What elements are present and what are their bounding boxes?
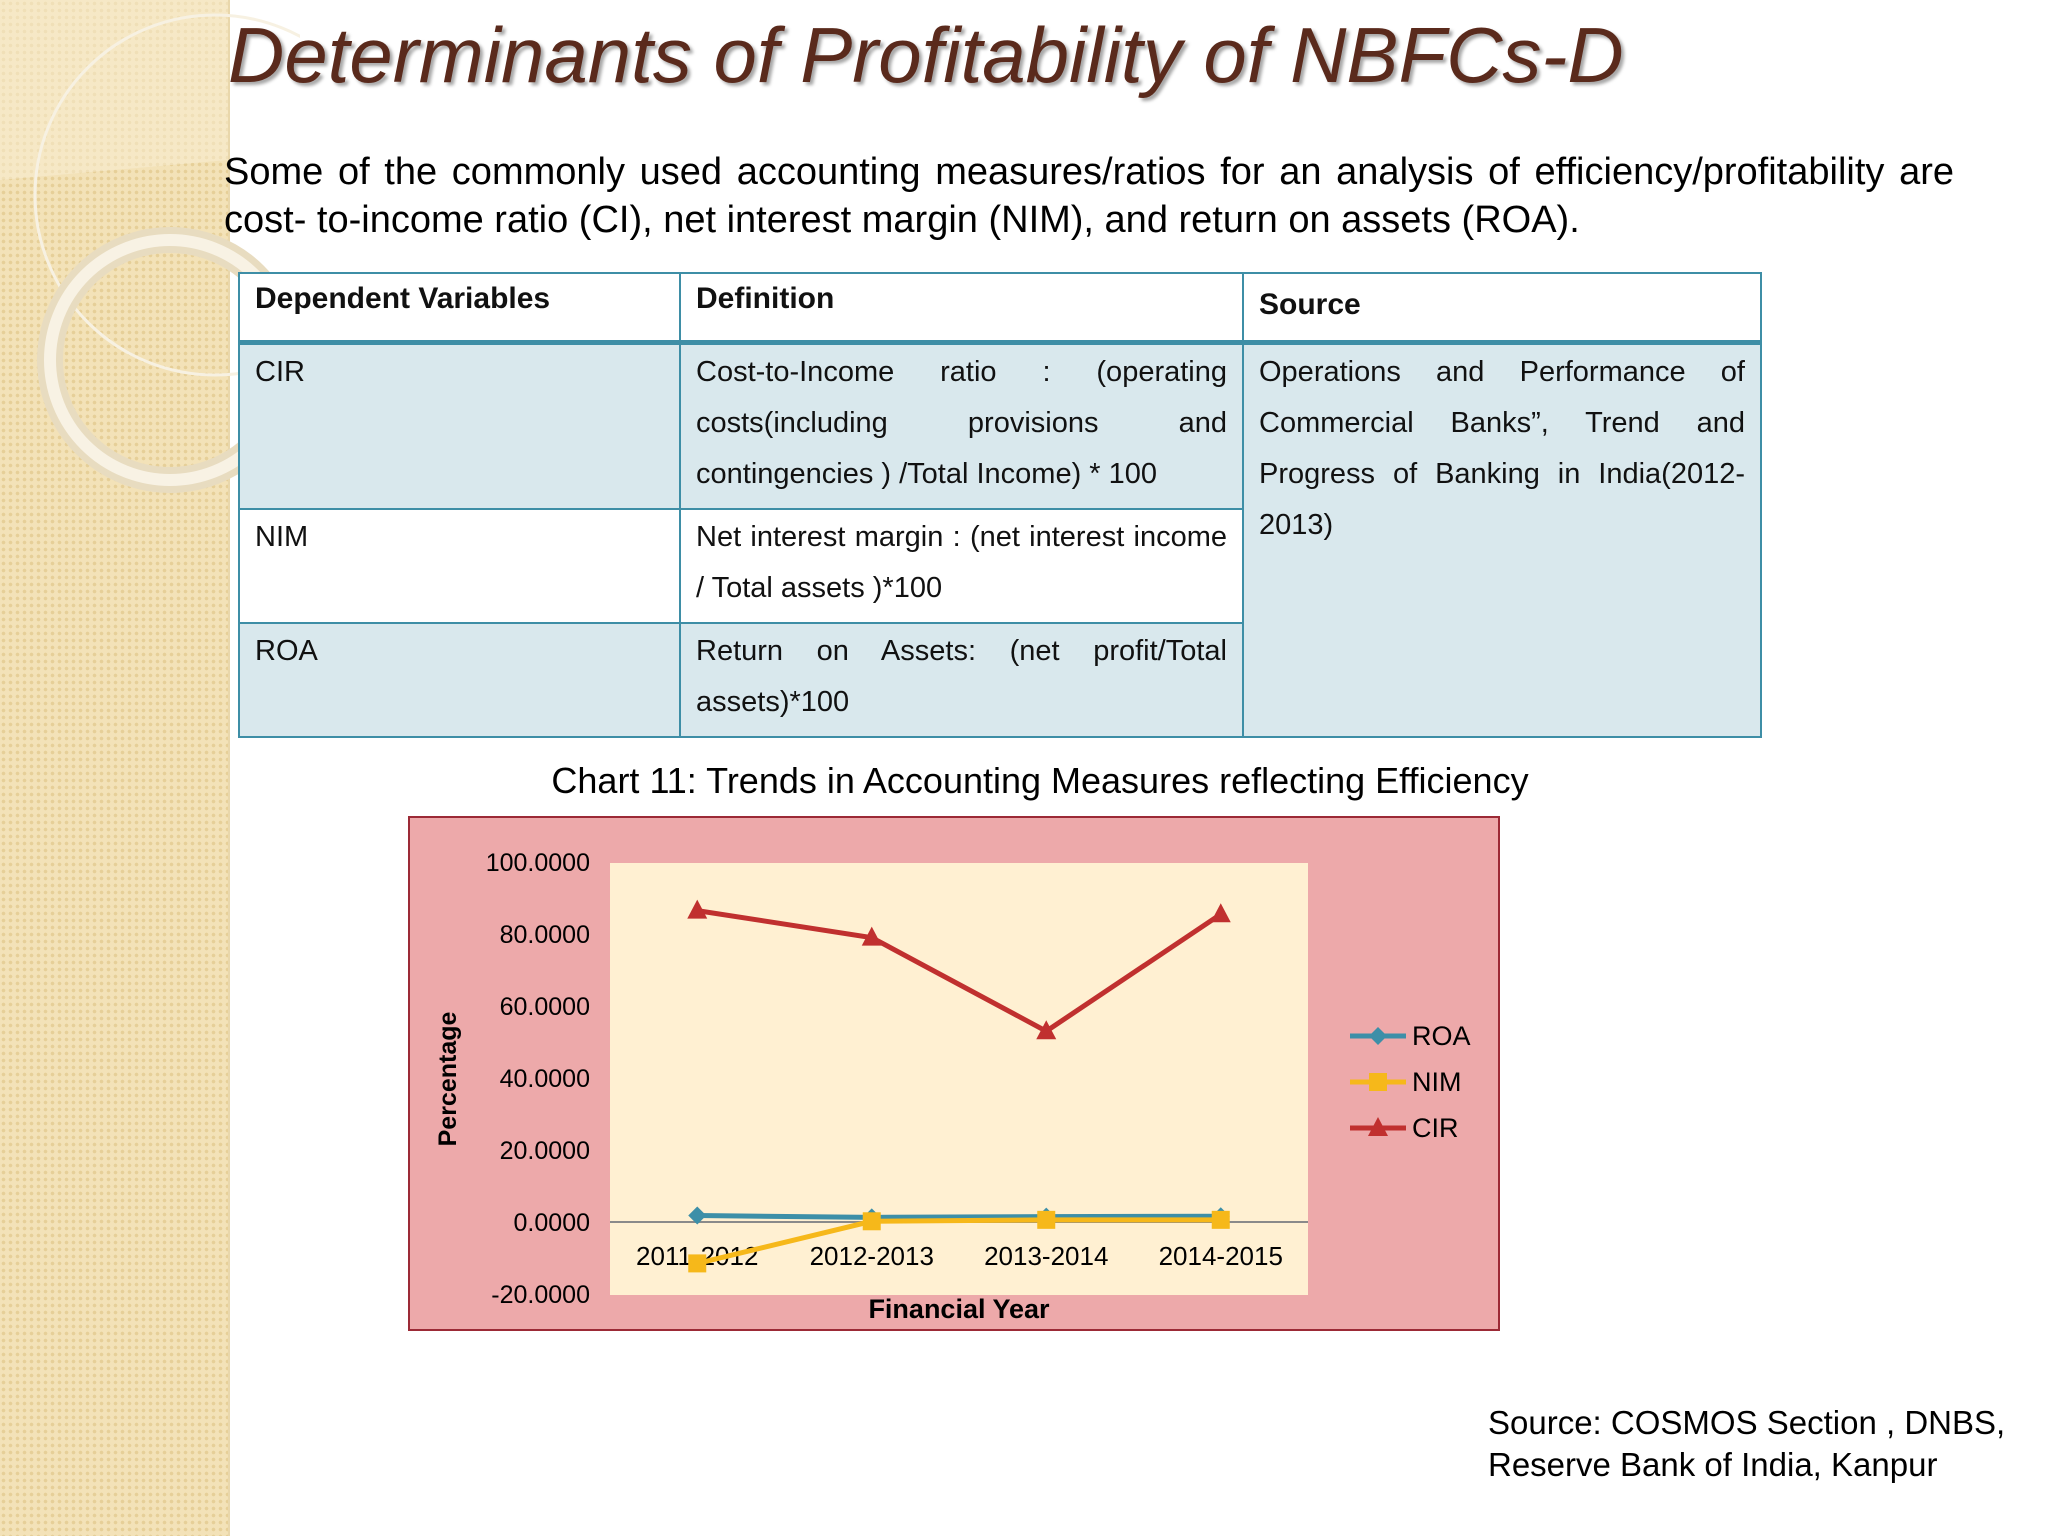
series-line-roa xyxy=(697,1213,1221,1220)
series-line-cir xyxy=(696,908,1223,1035)
chart-title: Chart 11: Trends in Accounting Measures … xyxy=(551,760,1529,801)
data-point-cir xyxy=(1036,1020,1057,1040)
source-note: Source: COSMOS Section , DNBS, Reserve B… xyxy=(1488,1404,2006,1483)
legend-marker-cir xyxy=(1368,1117,1388,1136)
y-tick-label: 20.0000 xyxy=(500,1137,590,1165)
data-point-nim xyxy=(1211,1210,1230,1229)
decorative-rings xyxy=(0,0,300,493)
slide-title: Determinants of Profitability of NBFCs-D xyxy=(228,11,1624,99)
line-chart: 100.0000 80.0000 60.0000 40.0000 20.0000 0.00… xyxy=(408,816,1500,1331)
y-tick-label: 40.0000 xyxy=(500,1065,590,1093)
variable-cell: CIR xyxy=(238,341,681,510)
header-definition: Definition xyxy=(679,272,1244,345)
data-point-nim xyxy=(688,1254,707,1273)
table-row: CIR Cost-to-Income ratio : (operating co… xyxy=(238,341,1762,738)
data-point-cir xyxy=(1210,903,1231,923)
definition-cell: Cost-to-Income ratio : (operating costs(… xyxy=(679,341,1244,510)
x-axis-label: Financial Year xyxy=(868,1294,1050,1324)
table-row: NIM Net interest margin : (net interest … xyxy=(238,508,1761,624)
legend: ROA NIM CIR xyxy=(1350,1021,1471,1143)
header-dependent-variables: Dependent Variables xyxy=(238,272,681,345)
data-point-cir xyxy=(861,926,882,946)
x-tick-label: 2012-2013 xyxy=(810,1241,934,1271)
header-source: Source xyxy=(1242,272,1762,345)
source-cell: Operations and Performance of Commercial… xyxy=(1242,341,1762,738)
legend-marker-nim xyxy=(1369,1073,1387,1091)
y-tick-label: 0.0000 xyxy=(514,1209,590,1237)
data-point-cir xyxy=(687,899,708,919)
data-point-nim xyxy=(1037,1210,1056,1229)
series-layer xyxy=(687,899,1231,1273)
y-tick-label: 100.0000 xyxy=(486,849,590,877)
legend-marker-roa xyxy=(1369,1027,1387,1045)
definition-cell: Net interest margin : (net interest inco… xyxy=(679,508,1244,624)
variable-cell: NIM xyxy=(238,508,681,624)
y-tick-label: -20.0000 xyxy=(491,1281,590,1309)
variable-cell: ROA xyxy=(238,622,681,738)
x-tick-label: 2014-2015 xyxy=(1159,1241,1283,1271)
y-tick-label: 80.0000 xyxy=(500,921,590,949)
data-point-nim xyxy=(862,1212,881,1231)
series-line-nim xyxy=(696,1217,1221,1266)
data-point-roa xyxy=(688,1206,707,1225)
legend-label-nim: NIM xyxy=(1412,1067,1462,1097)
definitions-table: Dependent Variables Definition Source CI… xyxy=(238,272,1762,738)
x-tick-label: 2013-2014 xyxy=(984,1241,1108,1271)
table-header-row: Dependent Variables Definition Source xyxy=(238,272,1762,345)
intro-paragraph: Some of the commonly used accounting mea… xyxy=(224,151,1954,241)
y-axis-label: Percentage xyxy=(434,1012,462,1147)
legend-label-roa: ROA xyxy=(1412,1021,1471,1051)
table-row: ROA Return on Assets: (net profit/Total … xyxy=(238,622,1761,738)
y-tick-label: 60.0000 xyxy=(500,993,590,1021)
legend-label-cir: CIR xyxy=(1412,1113,1459,1143)
y-axis-ticks: 100.0000 80.0000 60.0000 40.0000 20.0000 0.00… xyxy=(486,849,590,1309)
definition-cell: Return on Assets: (net profit/Total asse… xyxy=(679,622,1244,738)
